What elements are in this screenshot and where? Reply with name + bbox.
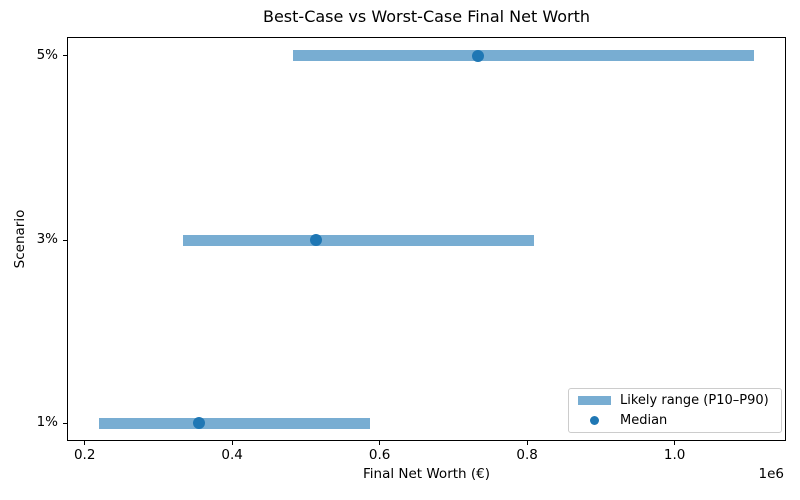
chart-title: Best-Case vs Worst-Case Final Net Worth — [262, 7, 590, 26]
x-tick-label: 0.2 — [73, 447, 96, 463]
legend-range-label: Likely range (P10–P90) — [620, 393, 769, 408]
y-tick-mark — [63, 55, 67, 57]
range-bar-5% — [293, 50, 754, 62]
range-bar-3% — [182, 234, 534, 246]
legend-marker-col — [578, 396, 611, 405]
y-tick-mark — [63, 239, 67, 241]
x-tick-mark — [526, 441, 528, 445]
range-swatch-icon — [578, 396, 611, 405]
legend-row-median: Median — [578, 413, 772, 428]
y-tick-label: 5% — [36, 46, 58, 63]
x-tick-mark — [674, 441, 676, 445]
plot-area — [67, 37, 786, 441]
median-dot-3% — [310, 234, 323, 247]
x-axis-offset-label: 1e6 — [758, 466, 784, 482]
x-tick-mark — [231, 441, 233, 445]
x-tick-label: 0.4 — [221, 447, 243, 463]
x-axis-label: Final Net Worth (€) — [362, 466, 491, 482]
x-tick-mark — [84, 441, 86, 445]
x-tick-label: 0.6 — [368, 447, 391, 463]
y-tick-label: 1% — [36, 414, 58, 431]
range-bar-1% — [98, 417, 371, 429]
legend-median-label: Median — [620, 413, 668, 428]
y-tick-mark — [63, 422, 67, 424]
median-dot-1% — [193, 417, 205, 430]
legend-row-range: Likely range (P10–P90) — [578, 393, 772, 408]
x-tick-mark — [379, 441, 381, 445]
legend-marker-col — [578, 416, 611, 425]
y-tick-label: 3% — [36, 231, 58, 248]
median-dot-5% — [472, 49, 485, 62]
median-dot-icon — [590, 416, 599, 425]
x-tick-label: 1.0 — [663, 447, 686, 463]
x-tick-label: 0.8 — [516, 447, 538, 463]
legend: Likely range (P10–P90) Median — [568, 388, 782, 433]
